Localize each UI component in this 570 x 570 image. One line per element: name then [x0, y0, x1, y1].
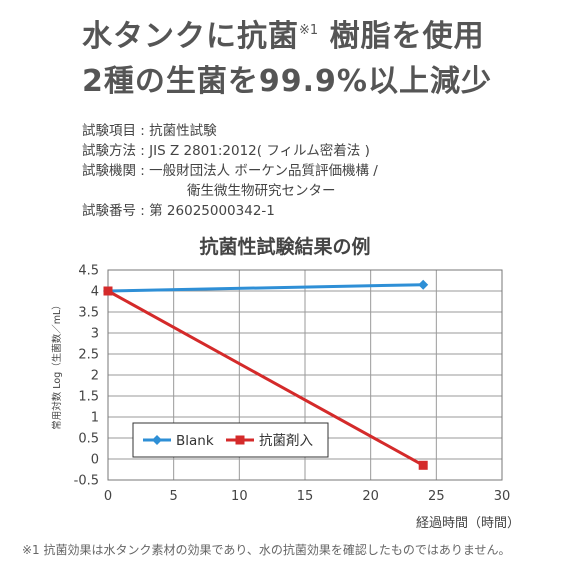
y-axis-label: 常用対数 Log（生菌数／mL） — [51, 300, 63, 430]
test-item: 試験項目 : 抗菌性試験 — [82, 123, 217, 139]
y-tick-label: 1 — [91, 411, 99, 426]
headline-note-marker: ※1 — [299, 23, 319, 38]
tick-labels: 4.5 4 3.5 3 2.5 2 1.5 1 0.5 0 -0.5 0 5 10 15 20 25 30 — [74, 264, 511, 505]
test-agency: 試験機関 : 一般財団法人 ボーケン品質評価機構 / — [82, 163, 378, 179]
series-line — [107, 283, 424, 293]
test-method: 試験方法 : JIS Z 2801:2012( フィルム密着法 ) — [82, 143, 370, 159]
y-tick-label: 2 — [91, 369, 99, 384]
test-info: 試験項目 : 抗菌性試験 試験方法 : JIS Z 2801:2012( フィル… — [82, 121, 378, 221]
test-number: 試験番号 : 第 26025000342-1 — [82, 203, 275, 219]
y-tick-label: 4 — [91, 285, 99, 300]
y-tick-label: 2.5 — [78, 348, 99, 363]
x-tick-label: 0 — [104, 489, 112, 504]
x-tick-label: 10 — [231, 489, 248, 504]
legend-swatch-marker — [235, 435, 245, 445]
headline-line-1-a: 水タンクに抗菌 — [82, 19, 299, 54]
test-agency-continued: 衛生微生物研究センター — [187, 183, 336, 199]
y-tick-label: -0.5 — [74, 474, 99, 489]
headline-line-1: 水タンクに抗菌※1 樹脂を使用 — [82, 22, 485, 52]
x-axis-label: 経過時間（時間） — [416, 516, 520, 531]
y-tick-label: 1.5 — [78, 390, 99, 405]
plot-border — [107, 269, 503, 481]
legend-swatch-marker — [152, 435, 162, 445]
y-tick-label: 0 — [91, 453, 99, 468]
headline-line-2: 2種の生菌を99.9%以上減少 — [82, 64, 492, 99]
x-tick-label: 15 — [297, 489, 314, 504]
headline-line-1-b: 樹脂を使用 — [318, 19, 485, 54]
footnote: ※1 抗菌効果は水タンク素材の効果であり、水の抗菌効果を確認したものではありませ… — [22, 543, 511, 557]
x-tick-label: 30 — [494, 489, 511, 504]
data-point — [418, 279, 429, 290]
chart: 4.5 4 3.5 3 2.5 2 1.5 1 0.5 0 -0.5 0 5 10 15 20 25 30 Bla… — [51, 264, 520, 532]
y-tick-label: 3 — [91, 327, 99, 342]
data-point — [418, 460, 428, 470]
legend-label: Blank — [176, 433, 214, 449]
y-tick-label: 4.5 — [78, 264, 99, 279]
x-tick-label: 25 — [428, 489, 445, 504]
data-point — [103, 286, 113, 296]
x-tick-label: 5 — [170, 489, 178, 504]
chart-title: 抗菌性試験結果の例 — [199, 236, 371, 258]
legend-label: 抗菌剤入 — [259, 433, 313, 449]
y-tick-label: 3.5 — [78, 306, 99, 321]
series-2 — [103, 286, 428, 470]
series-line — [107, 289, 424, 467]
y-tick-label: 0.5 — [78, 432, 99, 447]
legend: Blank 抗菌剤入 — [132, 422, 329, 458]
x-tick-label: 20 — [362, 489, 379, 504]
series — [103, 279, 429, 470]
